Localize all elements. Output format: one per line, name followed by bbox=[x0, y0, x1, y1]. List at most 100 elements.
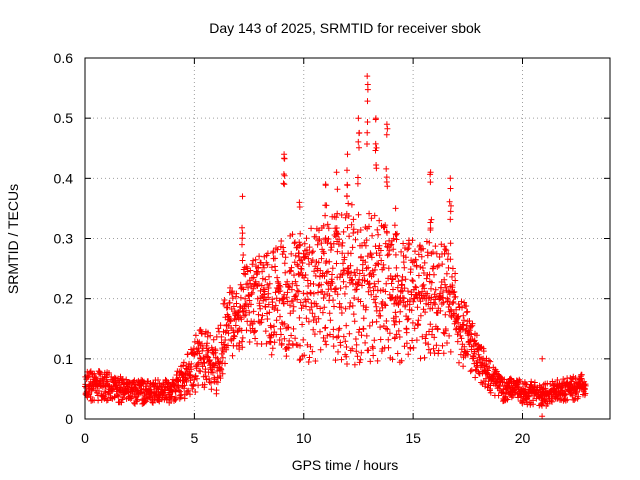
data-point bbox=[406, 241, 413, 248]
data-point bbox=[452, 270, 459, 277]
data-point bbox=[278, 319, 285, 326]
data-point bbox=[261, 264, 267, 271]
axis-ticks bbox=[84, 57, 610, 420]
data-point bbox=[453, 306, 460, 313]
data-point bbox=[349, 244, 356, 251]
data-point bbox=[463, 309, 470, 316]
data-point bbox=[310, 326, 317, 333]
data-point bbox=[433, 250, 440, 257]
data-point bbox=[539, 386, 546, 393]
y-tick-label: 0 bbox=[65, 411, 73, 427]
data-point bbox=[343, 353, 350, 360]
data-point bbox=[334, 291, 341, 298]
data-point bbox=[468, 331, 475, 338]
data-point bbox=[412, 248, 418, 255]
data-point bbox=[301, 254, 308, 261]
data-point bbox=[402, 276, 409, 283]
data-point bbox=[252, 256, 259, 263]
data-point bbox=[351, 361, 358, 368]
data-point bbox=[310, 248, 316, 255]
data-point bbox=[354, 353, 361, 360]
data-point bbox=[573, 389, 580, 396]
data-point bbox=[301, 240, 308, 247]
data-point bbox=[341, 267, 348, 274]
data-point bbox=[187, 372, 194, 379]
data-point bbox=[352, 272, 359, 279]
data-point bbox=[441, 276, 448, 283]
data-point bbox=[393, 231, 399, 238]
data-point bbox=[468, 323, 474, 330]
data-point bbox=[322, 212, 329, 219]
data-point bbox=[357, 227, 364, 233]
data-point bbox=[403, 340, 410, 347]
data-point bbox=[196, 350, 203, 357]
data-point bbox=[356, 130, 362, 137]
data-point bbox=[458, 335, 465, 342]
data-point bbox=[427, 227, 434, 233]
data-point bbox=[325, 268, 331, 275]
data-point bbox=[300, 290, 307, 297]
data-point bbox=[310, 290, 317, 297]
data-point bbox=[549, 378, 556, 385]
data-point bbox=[313, 319, 320, 326]
data-point bbox=[430, 299, 437, 306]
data-point bbox=[177, 388, 184, 395]
data-point bbox=[451, 310, 458, 317]
data-point bbox=[409, 319, 416, 326]
data-point bbox=[251, 318, 258, 325]
data-point bbox=[180, 359, 187, 366]
data-point bbox=[336, 236, 343, 243]
data-point bbox=[226, 299, 233, 306]
data-point bbox=[382, 288, 389, 295]
data-point bbox=[222, 337, 229, 343]
data-point bbox=[400, 240, 407, 247]
data-point bbox=[425, 295, 432, 302]
data-point bbox=[419, 333, 426, 340]
data-point bbox=[420, 245, 427, 252]
data-point bbox=[287, 302, 293, 309]
data-point bbox=[390, 235, 397, 242]
data-point bbox=[343, 283, 349, 290]
data-point bbox=[383, 325, 389, 332]
data-point bbox=[327, 247, 334, 253]
data-point bbox=[500, 390, 507, 397]
data-point bbox=[392, 205, 399, 212]
data-point bbox=[327, 331, 333, 338]
data-point bbox=[181, 382, 188, 389]
data-point bbox=[495, 392, 502, 399]
data-point bbox=[362, 242, 369, 249]
data-point bbox=[215, 325, 222, 332]
data-point bbox=[199, 340, 205, 347]
data-point bbox=[482, 375, 489, 382]
data-point bbox=[366, 223, 372, 230]
data-point bbox=[295, 253, 302, 260]
data-point bbox=[369, 319, 376, 326]
x-tick-label: 5 bbox=[190, 430, 198, 446]
data-point bbox=[351, 318, 358, 325]
data-point bbox=[239, 241, 245, 248]
data-point bbox=[510, 392, 516, 399]
data-point bbox=[359, 282, 365, 289]
data-point bbox=[191, 376, 198, 383]
data-point bbox=[447, 208, 454, 215]
data-point bbox=[286, 337, 293, 344]
data-point bbox=[452, 277, 459, 284]
data-point bbox=[450, 289, 457, 296]
data-point bbox=[285, 324, 292, 331]
data-point bbox=[392, 309, 399, 316]
data-point bbox=[390, 246, 397, 253]
data-point bbox=[504, 396, 511, 403]
data-point bbox=[292, 278, 299, 285]
data-point bbox=[339, 239, 346, 246]
data-point bbox=[233, 290, 240, 297]
data-point bbox=[415, 317, 422, 324]
data-point bbox=[264, 261, 271, 268]
data-point bbox=[430, 345, 437, 352]
data-point bbox=[409, 277, 416, 284]
data-point bbox=[201, 360, 208, 367]
data-point bbox=[357, 298, 364, 305]
data-point bbox=[239, 344, 246, 351]
data-point bbox=[384, 326, 391, 333]
data-point bbox=[264, 316, 271, 322]
data-point bbox=[368, 215, 375, 222]
